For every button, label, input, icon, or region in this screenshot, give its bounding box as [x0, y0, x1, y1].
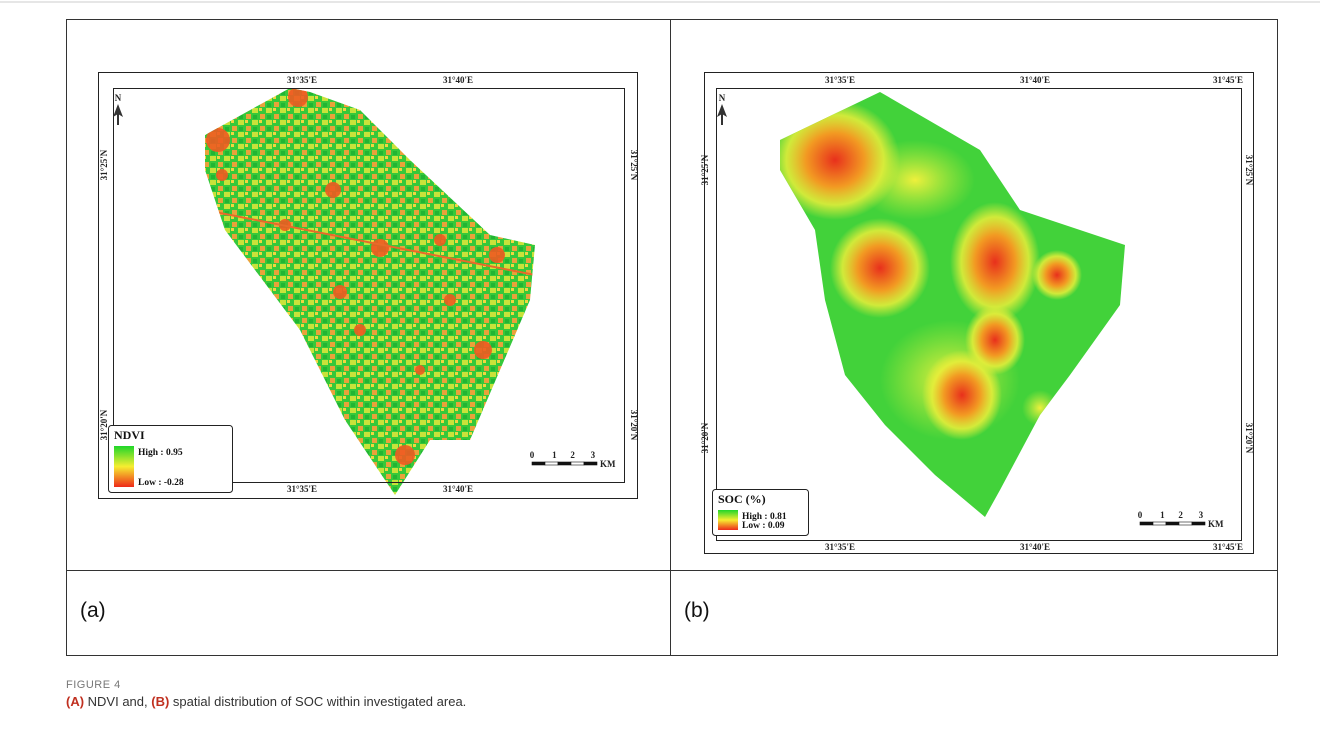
figure: 31°35'E 31°40'E 31°35'E 31°40'E 31°25'N 31°20… [0, 0, 1320, 738]
scale-segment [545, 462, 558, 465]
left-coordinate: 31°20'N [700, 422, 710, 453]
scale-segment [532, 462, 545, 465]
scale-tick: 2 [570, 450, 575, 460]
scale-tick: 1 [552, 450, 557, 460]
bottom-coordinate: 31°40'E [443, 484, 473, 494]
left-coordinate: 31°20'N [99, 409, 109, 440]
right-coordinate: 31°20'N [1244, 423, 1254, 454]
scale-tick: 0 [530, 450, 535, 460]
soc-map [770, 88, 1130, 520]
north-letter: N [719, 93, 726, 103]
top-coordinate: 31°40'E [1020, 75, 1050, 85]
bottom-coordinate: 31°35'E [825, 542, 855, 552]
top-coordinate: 31°35'E [287, 75, 317, 85]
scale-segment [1179, 522, 1192, 525]
caption-part: (A) [66, 694, 84, 709]
caption-text: (A) NDVI and, (B) spatial distribution o… [66, 694, 466, 709]
caption-part: NDVI and, [84, 694, 151, 709]
scale-segment [1153, 522, 1166, 525]
caption-part: (B) [151, 694, 169, 709]
right-coordinate: 31°20'N [629, 410, 639, 441]
right-coordinate: 31°25'N [1244, 155, 1254, 186]
scale-tick: 1 [1160, 510, 1165, 520]
scale-tick: 0 [1138, 510, 1143, 520]
caption-label: FIGURE 4 [66, 679, 466, 691]
scale-segment [1166, 522, 1179, 525]
bottom-coordinate: 31°40'E [1020, 542, 1050, 552]
legend-title: SOC (%) [718, 492, 766, 506]
top-coordinate: 31°40'E [443, 75, 473, 85]
panel-label: (a) [80, 599, 106, 622]
bottom-coordinate: 31°45'E [1213, 542, 1243, 552]
panel-label: (b) [684, 599, 710, 622]
ndvi-map [200, 85, 540, 500]
scale-unit: KM [1208, 519, 1224, 529]
page: 31°35'E 31°40'E 31°35'E 31°40'E 31°25'N 31°20… [0, 0, 1320, 738]
legend-high: High : 0.95 [138, 448, 183, 458]
legend-ramp [718, 510, 738, 530]
scale-segment [571, 462, 584, 465]
legend-ramp [114, 446, 134, 487]
legend-low: Low : 0.09 [742, 521, 785, 531]
scale-segment [1192, 522, 1205, 525]
scale-segment [1140, 522, 1153, 525]
bottom-coordinate: 31°35'E [287, 484, 317, 494]
scale-tick: 3 [1199, 510, 1204, 520]
scale-tick: 3 [591, 450, 596, 460]
scale-segment [558, 462, 571, 465]
right-coordinate: 31°25'N [629, 150, 639, 181]
scale-unit: KM [600, 459, 616, 469]
north-letter: N [115, 93, 122, 103]
scale-tick: 2 [1178, 510, 1183, 520]
left-coordinate: 31°25'N [99, 149, 109, 180]
top-coordinate: 31°35'E [825, 75, 855, 85]
legend-title: NDVI [114, 428, 145, 442]
caption-part: spatial distribution of SOC within inves… [169, 694, 466, 709]
legend-low: Low : -0.28 [138, 478, 184, 488]
top-coordinate: 31°45'E [1213, 75, 1243, 85]
scale-segment [584, 462, 597, 465]
left-coordinate: 31°25'N [700, 154, 710, 185]
caption: FIGURE 4 (A) NDVI and, (B) spatial distr… [66, 679, 466, 709]
